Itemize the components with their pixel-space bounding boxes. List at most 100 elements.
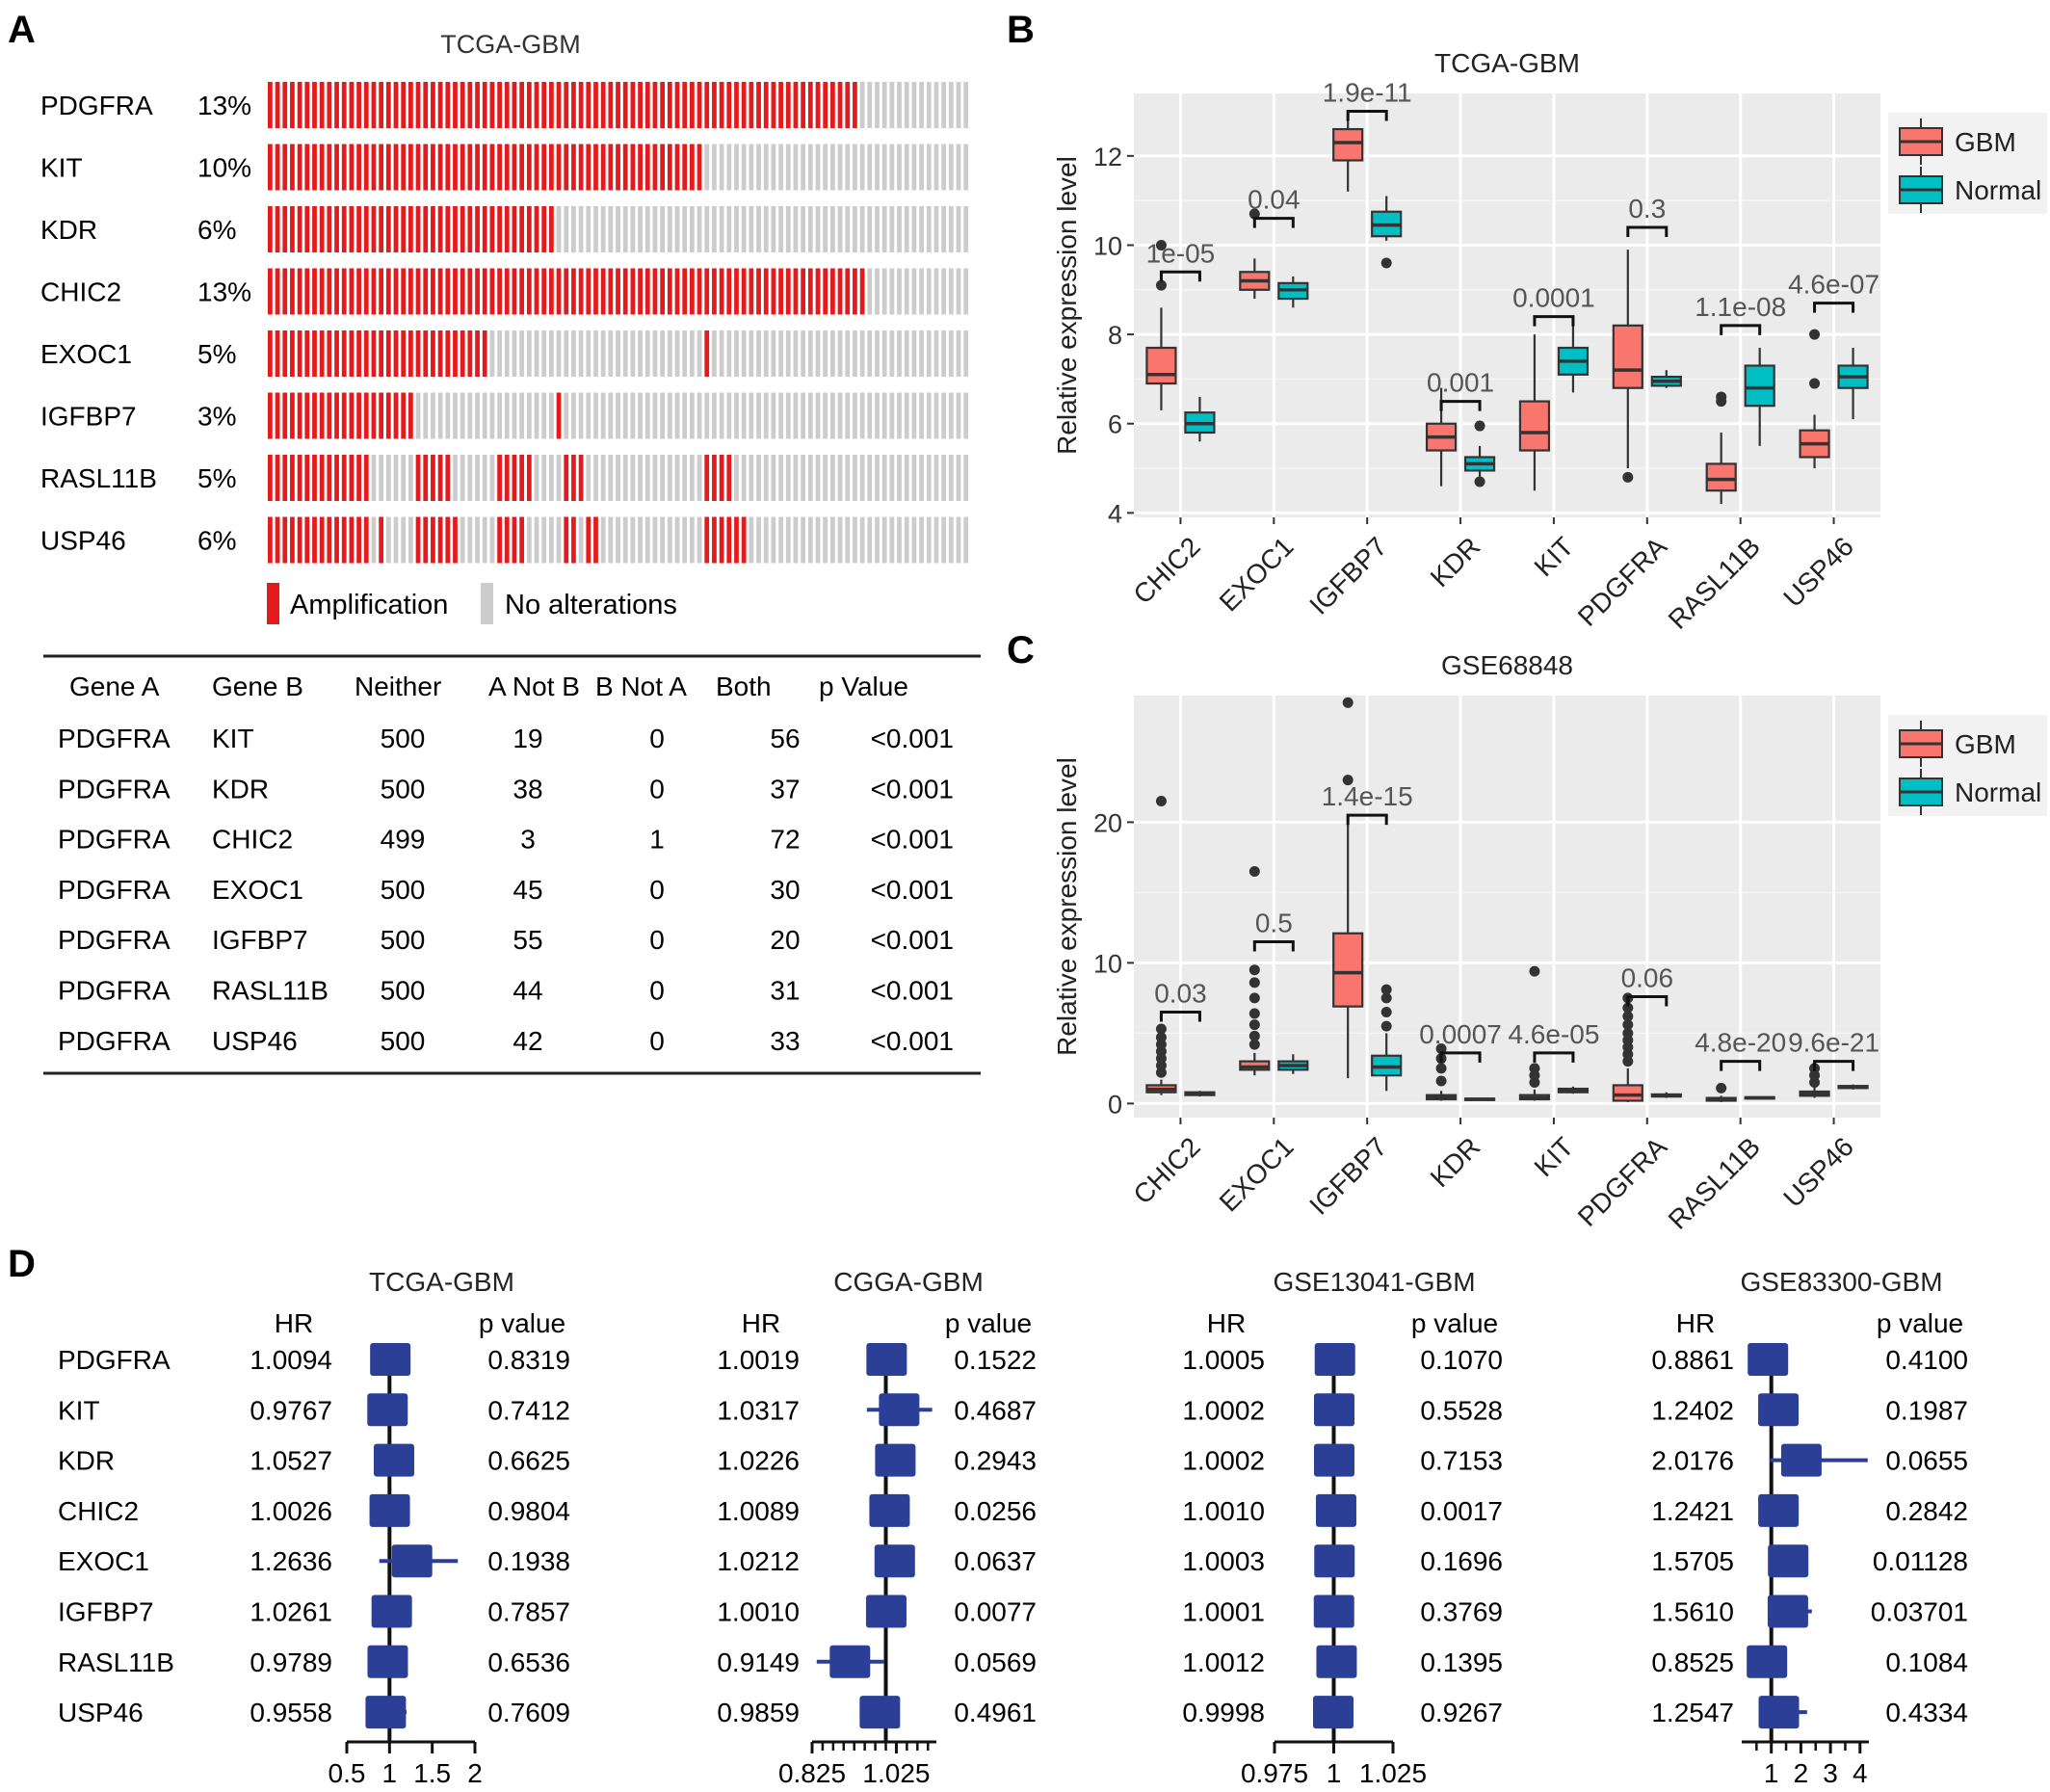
amplified-sample	[275, 455, 280, 501]
hr-value: 0.9558	[250, 1698, 332, 1727]
unaltered-sample	[644, 206, 650, 252]
unaltered-sample	[482, 392, 487, 439]
unaltered-sample	[785, 455, 791, 501]
unaltered-sample	[815, 330, 821, 377]
forest-row: USP46 0.9558 0.7609	[58, 1696, 570, 1729]
amplified-sample	[504, 82, 510, 128]
panel-letter-d: D	[8, 1243, 36, 1285]
forest-gene-label: CHIC2	[58, 1496, 139, 1526]
unaltered-sample	[408, 516, 413, 564]
unaltered-sample	[853, 144, 857, 191]
outlier-point	[1380, 992, 1392, 1004]
amplified-sample	[282, 330, 288, 377]
forest-row: 1.0317 0.4687	[717, 1393, 1037, 1427]
forest-row: 1.0212 0.0637	[717, 1544, 1037, 1578]
amplified-sample	[297, 82, 302, 128]
outlier-point	[1622, 1027, 1634, 1039]
amplified-sample	[304, 206, 310, 252]
unaltered-sample	[881, 330, 887, 377]
amplified-sample	[385, 330, 391, 377]
x-tick-label: 1	[1327, 1758, 1342, 1788]
unaltered-sample	[415, 392, 421, 439]
unaltered-sample	[919, 516, 924, 564]
amplified-sample	[763, 268, 769, 315]
outlier-point	[1248, 992, 1260, 1004]
unaltered-sample	[519, 330, 525, 377]
unaltered-sample	[564, 330, 569, 377]
hazard-ratio-marker	[874, 1544, 915, 1578]
oncoprint-row-igfbp7: IGFBP7 3%	[40, 392, 969, 439]
hr-value: 2.0176	[1651, 1446, 1734, 1476]
unaltered-sample	[859, 392, 865, 439]
table-cell: PDGFRA	[58, 875, 171, 905]
amplified-sample	[282, 392, 288, 439]
unaltered-sample	[778, 330, 783, 377]
table-cell: 500	[381, 925, 426, 955]
amplified-sample	[660, 82, 666, 128]
forest-row: 0.8525 0.1084	[1651, 1645, 1968, 1678]
table-cell: 31	[770, 976, 800, 1006]
table-cell: 42	[512, 1026, 542, 1056]
amplified-sample	[504, 516, 510, 564]
amplified-sample	[379, 330, 384, 377]
table-cell: 55	[512, 925, 542, 955]
amplified-sample	[431, 455, 435, 501]
forest-gene-label: IGFBP7	[58, 1597, 154, 1627]
unaltered-sample	[897, 144, 902, 191]
hazard-ratio-marker	[875, 1443, 916, 1477]
table-header: Gene A Gene B Neither A Not B B Not A Both p V…	[69, 672, 908, 701]
unaltered-sample	[696, 516, 702, 564]
unaltered-sample	[371, 516, 377, 564]
unaltered-sample	[741, 455, 747, 501]
unaltered-sample	[875, 268, 880, 315]
unaltered-sample	[749, 206, 754, 252]
amplified-sample	[497, 206, 502, 252]
box-gbm	[1518, 965, 1551, 1101]
amplified-sample	[393, 268, 399, 315]
amplified-sample	[712, 268, 717, 315]
p-value: 0.0637	[954, 1546, 1037, 1576]
x-tick-label: KDR	[1425, 531, 1486, 593]
forest-row: 1.0010 0.0017	[1182, 1493, 1503, 1527]
unaltered-sample	[859, 455, 865, 501]
amplified-sample	[564, 144, 569, 191]
amplified-sample	[349, 516, 355, 564]
outlier-point	[1622, 1019, 1634, 1031]
amplified-sample	[564, 268, 569, 315]
unaltered-sample	[393, 455, 399, 501]
amplified-sample	[431, 330, 435, 377]
significance-bracket	[1533, 1051, 1575, 1063]
outlier-point	[1529, 965, 1540, 977]
unaltered-sample	[859, 144, 865, 191]
amplified-sample	[712, 82, 717, 128]
unaltered-sample	[867, 144, 873, 191]
amplified-sample	[275, 392, 280, 439]
amplified-sample	[275, 330, 280, 377]
unaltered-sample	[963, 392, 969, 439]
table-row: PDGFRA USP46 500 42 0 33 <0.001	[58, 1026, 954, 1056]
amplified-sample	[837, 82, 843, 128]
unaltered-sample	[385, 516, 391, 564]
box-gbm	[1332, 697, 1364, 1079]
unaltered-sample	[667, 392, 672, 439]
unaltered-sample	[652, 206, 658, 252]
unaltered-sample	[741, 206, 747, 252]
amplified-sample	[467, 206, 473, 252]
unaltered-sample	[534, 330, 539, 377]
amplified-sample	[801, 268, 806, 315]
amplified-sample	[312, 206, 317, 252]
table-header-cell: B Not A	[595, 672, 687, 701]
amplified-sample	[341, 82, 347, 128]
unaltered-sample	[379, 455, 384, 501]
p-value: 0.0017	[1420, 1496, 1503, 1526]
gene-percent: 6%	[197, 526, 236, 556]
unaltered-sample	[660, 330, 666, 377]
hazard-ratio-marker	[869, 1493, 910, 1527]
y-tick-label: 20	[1093, 808, 1122, 837]
unaltered-sample	[785, 144, 791, 191]
amplified-sample	[719, 268, 724, 315]
unaltered-sample	[801, 206, 806, 252]
amplified-sample	[408, 144, 413, 191]
unaltered-sample	[719, 330, 724, 377]
